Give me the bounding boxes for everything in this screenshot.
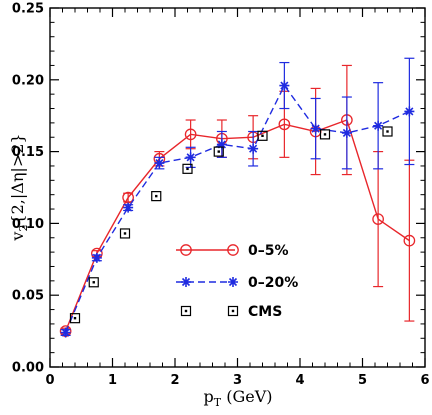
legend-entry: 0–5%	[176, 243, 289, 259]
square-marker-dot	[92, 281, 95, 284]
x-tick-label: 3	[233, 373, 242, 388]
star-marker	[279, 80, 290, 91]
star-marker	[91, 252, 102, 263]
square-marker	[227, 305, 239, 317]
star-marker	[373, 120, 384, 131]
circle-marker	[180, 244, 192, 256]
series-line	[64, 119, 410, 332]
square-marker-dot	[73, 316, 77, 320]
square-marker	[257, 130, 268, 141]
series-0-20	[60, 57, 415, 338]
x-tick-label: 2	[170, 373, 179, 388]
x-axis-title-symbol: p	[204, 387, 214, 406]
star-marker	[216, 139, 227, 150]
series-layer	[59, 57, 416, 338]
tick-layer: 0 1 2 3 4 5 6 0.00 0.05 0.10 0.15 0.20 0.25	[12, 2, 430, 389]
x-tick-label: 5	[358, 373, 367, 388]
square-marker-dot	[217, 150, 220, 153]
legend-entry: CMS	[180, 304, 282, 320]
y-tick-label: 0.10	[12, 217, 44, 232]
x-axis-title-unit: (GeV)	[221, 387, 272, 406]
circle-marker	[184, 128, 197, 141]
x-tick-label: 0	[45, 373, 54, 388]
y-axis-title-symbol: v	[8, 232, 27, 242]
star-marker	[310, 123, 321, 134]
star-marker	[154, 158, 165, 169]
series-cms	[69, 126, 393, 324]
legend-label: CMS	[248, 304, 282, 320]
series-line	[64, 84, 410, 333]
x-axis-title-subscript: T	[214, 396, 222, 409]
y-tick-label: 0.05	[12, 289, 44, 304]
star-marker	[248, 143, 259, 154]
legend: 0–5% 0–20% CMS	[176, 243, 298, 320]
y-tick-label: 0.25	[12, 2, 44, 17]
circle-marker	[403, 234, 416, 247]
square-marker	[213, 146, 224, 157]
square-marker-dot	[323, 133, 327, 136]
x-tick-label: 6	[420, 373, 429, 388]
square-marker-dot	[184, 309, 188, 313]
circle-marker	[278, 118, 291, 131]
square-marker	[182, 163, 193, 174]
square-marker-dot	[386, 130, 389, 133]
y-tick-label: 0.20	[12, 73, 44, 88]
axis-titles: pT (GeV) v2{2,|Δη|>2}	[8, 133, 272, 409]
square-marker	[88, 277, 99, 288]
circle-marker	[372, 213, 384, 225]
legend-entry: 0–20%	[176, 275, 298, 291]
star-marker	[123, 202, 134, 213]
star-marker	[60, 327, 71, 338]
y-tick-label: 0.00	[12, 361, 44, 376]
square-marker-dot	[155, 194, 158, 198]
square-marker-dot	[231, 309, 235, 313]
star-marker	[185, 152, 196, 163]
star-marker	[228, 277, 238, 287]
square-marker	[151, 191, 162, 202]
square-marker	[382, 126, 393, 137]
square-marker	[69, 313, 81, 324]
y-tick-label: 0.15	[12, 145, 44, 160]
star-marker	[341, 127, 352, 138]
x-axis-title: pT (GeV)	[204, 387, 273, 409]
circle-marker	[227, 244, 239, 256]
square-marker-dot	[123, 232, 127, 235]
square-marker	[180, 305, 192, 317]
star-marker	[181, 277, 191, 287]
y-axis-title-rest: {2,|Δη|>2}	[8, 133, 27, 224]
x-tick-label: 1	[108, 373, 117, 388]
star-marker	[404, 106, 415, 117]
square-marker-dot	[186, 167, 189, 171]
series-0-5	[59, 64, 416, 337]
x-tick-label: 4	[295, 373, 304, 388]
legend-label: 0–5%	[248, 243, 289, 259]
legend-label: 0–20%	[248, 275, 298, 291]
square-marker-dot	[261, 134, 264, 138]
y-axis-title: v2{2,|Δη|>2}	[8, 133, 30, 241]
square-marker	[119, 228, 131, 239]
y-axis-title-subscript: 2	[17, 225, 30, 232]
square-marker	[319, 129, 331, 140]
